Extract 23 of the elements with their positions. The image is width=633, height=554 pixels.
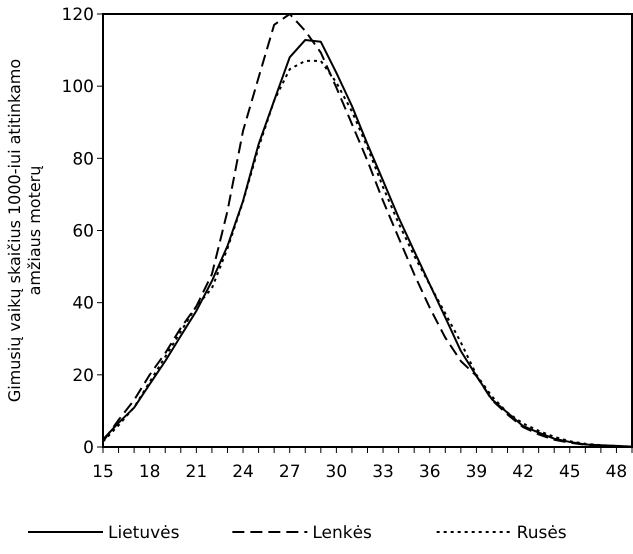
x-tick-label: 45 xyxy=(558,462,581,482)
y-tick-label: 100 xyxy=(62,77,94,98)
y-tick-label: 0 xyxy=(83,438,94,458)
x-tick-label: 33 xyxy=(372,462,394,482)
y-tick-label: 120 xyxy=(62,4,94,25)
y-tick-label: 60 xyxy=(72,221,94,242)
y-tick-label: 20 xyxy=(72,366,94,386)
y-tick-label: 80 xyxy=(72,149,94,170)
x-tick-label: 27 xyxy=(278,462,301,482)
x-tick-label: 42 xyxy=(512,462,534,482)
x-tick-label: 36 xyxy=(418,462,441,482)
x-tick-label: 48 xyxy=(606,462,628,482)
x-tick-label: 18 xyxy=(138,462,160,482)
y-axis-title: Gimusių vaikų skaičius 1000-iui atitinkamo amžiaus moterų xyxy=(5,58,44,402)
x-tick-label: 39 xyxy=(466,462,488,482)
x-tick-label: 24 xyxy=(232,462,254,482)
x-tick-label: 15 xyxy=(92,462,114,482)
x-tick-label: 30 xyxy=(326,462,348,482)
legend-label: Rusės xyxy=(516,523,567,543)
y-tick-label: 40 xyxy=(72,294,94,314)
x-tick-label: 21 xyxy=(186,462,208,482)
legend-label: Lietuvės xyxy=(108,523,180,543)
legend-label: Lenkės xyxy=(312,523,372,543)
